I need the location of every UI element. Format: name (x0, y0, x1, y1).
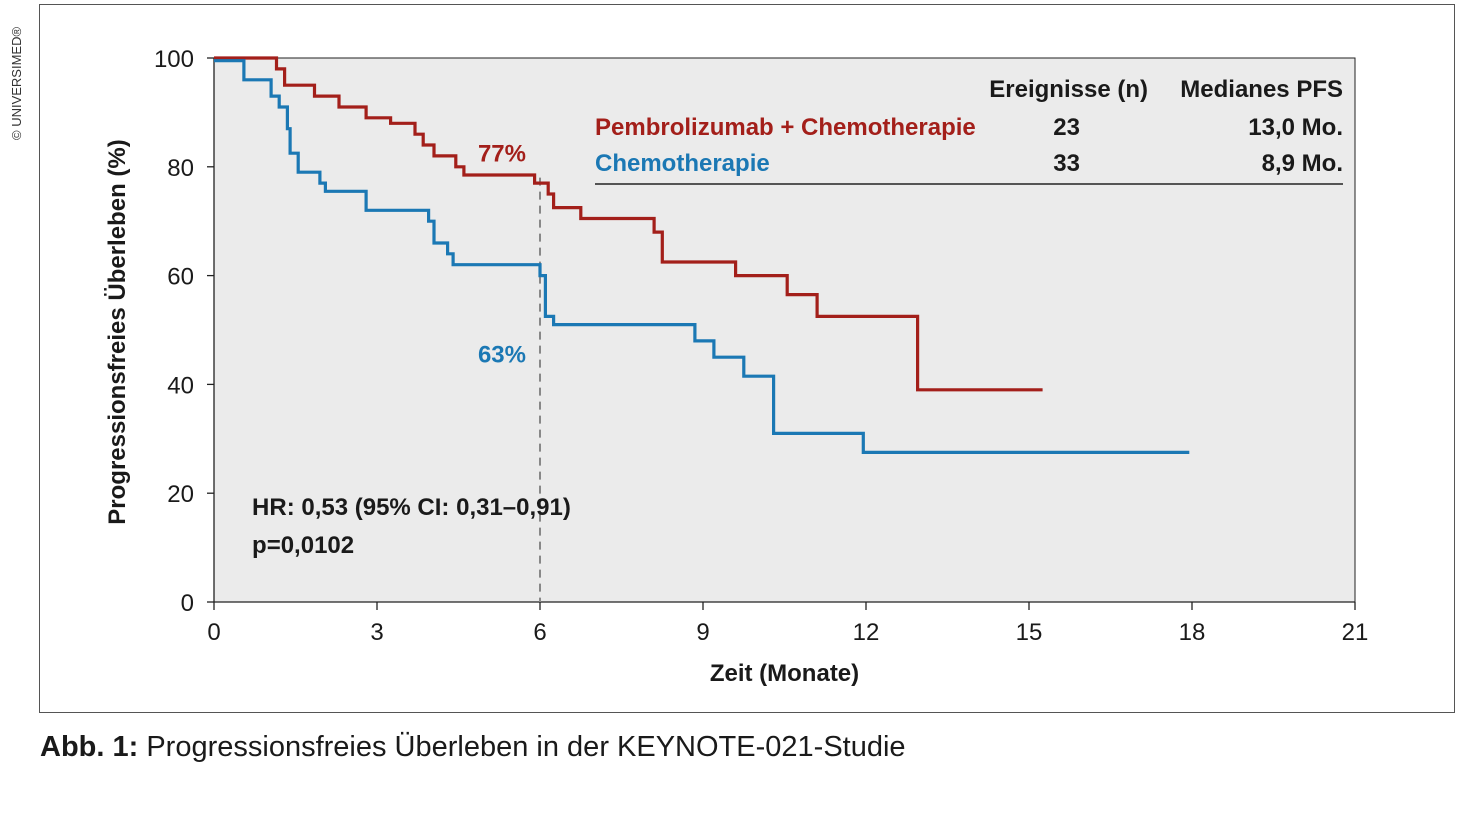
x-tick-label: 0 (207, 619, 220, 646)
p-value-label: p=0,0102 (252, 532, 354, 559)
x-tick-label: 6 (533, 619, 546, 646)
y-tick-label: 60 (167, 264, 194, 291)
caption-label: Abb. 1: (40, 731, 139, 763)
x-tick-label: 18 (1179, 619, 1206, 646)
legend-row-name-chemo: Chemotherapie (595, 150, 770, 177)
legend-header-median: Medianes PFS (1180, 76, 1343, 103)
watermark-text: © UNIVERSIMED® (9, 27, 24, 140)
pfs-chart: 0 20 40 60 80 100 0 3 6 9 12 15 18 21 Zeit (Monate) Pro… (104, 46, 1369, 687)
plot-area (213, 57, 1356, 603)
y-tick-label: 100 (154, 46, 194, 73)
figure-frame: 0 20 40 60 80 100 0 3 6 9 12 15 18 21 Zeit (Monate) Pro… (39, 4, 1455, 713)
annotation-pembro-percent: 77% (478, 140, 526, 167)
annotation-chemo-percent: 63% (478, 342, 526, 369)
series-line-chemo (214, 59, 1190, 454)
universimed-watermark: © UNIVERSIMED® (9, 27, 24, 140)
series-line-pembro (214, 56, 1043, 392)
legend-row-name-pembro: Pembrolizumab + Chemotherapie (595, 114, 976, 141)
legend-row-median-pembro: 13,0 Mo. (1248, 114, 1343, 141)
y-tick-label: 0 (181, 590, 194, 617)
x-tick-label: 3 (370, 619, 383, 646)
y-tick-label: 20 (167, 481, 194, 508)
hazard-ratio-label: HR: 0,53 (95% CI: 0,31–0,91) (252, 494, 571, 521)
legend-row-events-chemo: 33 (1053, 150, 1080, 177)
y-axis-label: Progressionsfreies Überleben (%) (104, 139, 131, 524)
legend-row-events-pembro: 23 (1053, 114, 1080, 141)
figure-caption: Abb. 1: Progressionsfreies Überleben in … (40, 731, 906, 764)
x-axis-label: Zeit (Monate) (710, 660, 859, 687)
legend-header-events: Ereignisse (n) (989, 76, 1148, 103)
x-tick-label: 15 (1016, 619, 1043, 646)
caption-text: Progressionsfreies Überleben in der KEYN… (146, 731, 906, 763)
y-tick-label: 40 (167, 372, 194, 399)
x-tick-label: 21 (1342, 619, 1369, 646)
y-tick-label: 80 (167, 155, 194, 182)
legend-row-median-chemo: 8,9 Mo. (1262, 150, 1343, 177)
x-tick-label: 12 (853, 619, 880, 646)
x-tick-label: 9 (696, 619, 709, 646)
